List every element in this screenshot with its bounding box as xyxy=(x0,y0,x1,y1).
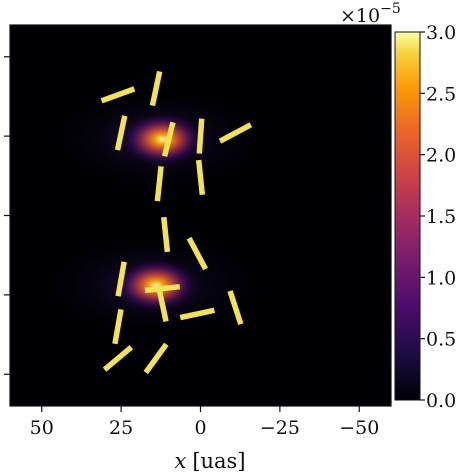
polarization-tick xyxy=(115,261,127,297)
colorbar-tick-label: 2.5 xyxy=(426,83,456,105)
polarization-tick xyxy=(161,216,171,253)
x-tick-label: −25 xyxy=(260,417,300,439)
polarization-tick xyxy=(114,115,128,151)
polarization-tick xyxy=(156,286,169,323)
x-tick-label: 25 xyxy=(109,417,133,439)
colorbar-tick-label: 1.5 xyxy=(426,206,456,228)
colorbar-tick-label: 0.5 xyxy=(426,329,456,351)
upper-lobe xyxy=(117,110,207,168)
polarization-tick xyxy=(227,290,244,326)
polarization-tick xyxy=(100,86,136,104)
polarization-tick xyxy=(149,70,163,107)
polarization-tick xyxy=(112,308,124,345)
x-axis-ticks: 50 25 0 −25 −50 xyxy=(30,406,379,439)
x-tick-label: 0 xyxy=(194,417,206,439)
colorbar-tick-label: 3.0 xyxy=(426,22,456,44)
polarization-tick xyxy=(102,345,134,372)
colorbar-tick-label: 0.0 xyxy=(426,390,456,412)
polarization-tick xyxy=(218,122,253,144)
colorbar-tick-label: 2.0 xyxy=(426,145,456,167)
polarization-tick xyxy=(179,307,215,321)
polarization-ticks xyxy=(100,70,253,375)
colorbar-multiplier: ×10−5 xyxy=(340,1,401,27)
lower-lobe xyxy=(111,256,201,314)
polarization-tick xyxy=(186,236,208,271)
polarization-tick xyxy=(154,166,164,202)
x-tick-label: −50 xyxy=(339,417,379,439)
polarization-tick xyxy=(196,118,205,154)
polarization-tick xyxy=(144,283,181,294)
colorbar-ticks: 0.0 0.5 1.0 1.5 2.0 2.5 3.0 xyxy=(420,22,456,412)
y-axis-ticks xyxy=(4,56,10,375)
x-axis-label: x [uas] xyxy=(174,449,245,473)
plot-area xyxy=(10,25,391,406)
emission-layer xyxy=(43,88,266,337)
x-tick-label: 50 xyxy=(30,417,54,439)
polarization-tick xyxy=(195,159,206,196)
polarization-tick xyxy=(143,342,169,375)
colorbar xyxy=(394,31,421,401)
colorbar-tick-label: 1.0 xyxy=(426,267,456,289)
polarization-tick xyxy=(161,121,176,157)
